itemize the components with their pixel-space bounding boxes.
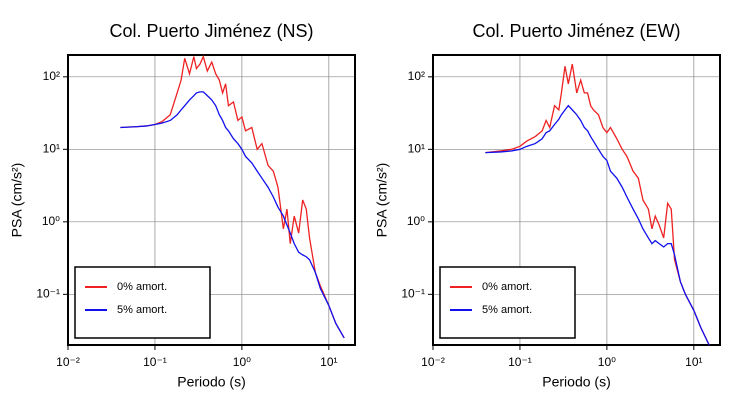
x-tick-label: 10⁻² [421,355,445,369]
y-tick-label: 10¹ [43,141,60,155]
legend-box [74,266,211,339]
x-tick-label: 10⁻² [56,355,80,369]
legend-label: 0% amort. [482,281,532,293]
x-tick-label: 10⁰ [598,355,616,369]
legend-label: 5% amort. [482,304,532,316]
x-tick-label: 10⁰ [233,355,251,369]
x-tick-label: 10⁻¹ [143,355,167,369]
x-axis-label: Periodo (s) [542,374,610,390]
y-tick-label: 10⁰ [42,214,60,228]
plot-frame [432,54,721,346]
y-tick-label: 10² [43,69,60,83]
series-line [485,63,710,346]
y-axis-label: PSA (cm/s²) [374,163,390,238]
legend-label: 5% amort. [117,304,167,316]
y-tick-label: 10⁻¹ [401,286,425,300]
series-line [120,54,345,339]
plot-frame [67,54,356,346]
x-axis-label: Periodo (s) [177,374,245,390]
chart-title: Col. Puerto Jiménez (EW) [472,21,680,41]
series-line [120,91,345,339]
series-line [485,104,710,346]
y-tick-label: 10¹ [408,141,425,155]
legend-label: 0% amort. [117,281,167,293]
x-tick-label: 10¹ [320,355,337,369]
y-tick-label: 10⁻¹ [36,286,60,300]
x-tick-label: 10¹ [685,355,702,369]
x-tick-label: 10⁻¹ [508,355,532,369]
y-tick-label: 10² [408,69,425,83]
y-tick-label: 10⁰ [407,214,425,228]
y-axis-label: PSA (cm/s²) [9,163,25,238]
legend-box [439,266,576,339]
chart-title: Col. Puerto Jiménez (NS) [109,21,313,41]
